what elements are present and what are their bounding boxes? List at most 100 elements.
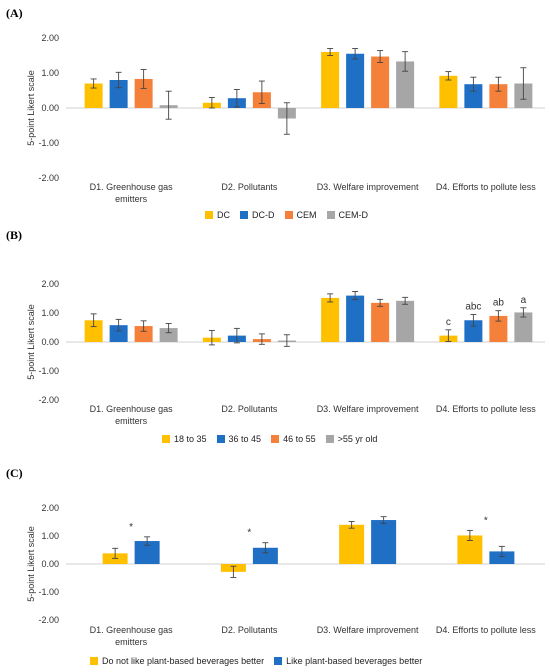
legend-label: 18 to 35 xyxy=(174,434,207,444)
category-label: D4. Efforts to pollute less xyxy=(436,182,536,192)
y-axis-title: 5-point Likert scale xyxy=(26,304,36,380)
legend-label: 46 to 55 xyxy=(283,434,316,444)
significance-label: * xyxy=(484,515,488,526)
legend-item: 18 to 35 xyxy=(162,434,207,444)
significance-label: ab xyxy=(493,298,505,309)
panel-label: (A) xyxy=(6,6,23,20)
y-tick-label: -1.00 xyxy=(38,587,59,597)
panel-label: (B) xyxy=(6,228,22,242)
category-label: D3. Welfare improvement xyxy=(317,625,419,635)
category-label: D3. Welfare improvement xyxy=(317,404,419,414)
bar xyxy=(321,297,340,342)
panel-label: (C) xyxy=(6,466,23,480)
significance-label: * xyxy=(129,522,133,533)
significance-label: * xyxy=(247,528,251,539)
category-label: D2. Pollutants xyxy=(221,182,278,192)
bar xyxy=(321,52,340,108)
bar xyxy=(489,315,508,342)
y-axis-title: 5-point Likert scale xyxy=(26,70,36,146)
y-tick-label: -2.00 xyxy=(38,395,59,405)
bar xyxy=(371,302,390,342)
legend-swatch xyxy=(162,435,170,443)
legend-swatch xyxy=(216,435,225,443)
bar xyxy=(84,320,103,342)
legend-b: 18 to 35 36 to 45 46 to 55 >55 yr old xyxy=(162,434,377,444)
legend-swatch xyxy=(271,435,280,443)
category-label: emitters xyxy=(115,416,148,426)
category-label: D3. Welfare improvement xyxy=(317,182,419,192)
bar xyxy=(159,328,178,342)
legend-item: 36 to 45 xyxy=(216,434,262,444)
legend-label: >55 yr old xyxy=(337,434,378,444)
legend-item: >55 yr old xyxy=(325,434,378,444)
category-label: emitters xyxy=(115,637,148,647)
y-tick-label: -2.00 xyxy=(38,173,59,183)
legend-item: Like plant-based beverages better xyxy=(274,656,422,666)
bar xyxy=(489,84,508,108)
bar xyxy=(464,320,483,342)
panel-a: (A) 5-point Likert scale 2.00 1.00 0.00 -1.0… xyxy=(0,0,550,224)
legend-item: 46 to 55 xyxy=(271,434,316,444)
y-tick-label: -2.00 xyxy=(38,615,59,625)
legend-a: DC DC-D CEM CEM-D xyxy=(205,210,368,220)
chart-c: 5-point Likert scale 2.00 1.00 0.00 -1.00 -2.… xyxy=(26,503,545,647)
bar xyxy=(489,551,515,564)
panel-b: (B) 5-point Likert scale 2.00 1.00 0.00 -1.0… xyxy=(0,224,550,448)
legend-label: DC xyxy=(217,210,230,220)
significance-label: a xyxy=(521,295,527,306)
y-tick-label: 1.00 xyxy=(41,308,59,318)
category-label: emitters xyxy=(115,194,148,204)
bar xyxy=(252,547,278,564)
category-label: D2. Pollutants xyxy=(221,404,278,414)
significance-label: c xyxy=(446,317,451,328)
legend-swatch xyxy=(90,657,98,665)
panel-c: (C) 5-point Likert scale 2.00 1.00 0.00 -1.0… xyxy=(0,448,550,672)
y-tick-label: 0.00 xyxy=(41,103,59,113)
bar xyxy=(514,312,533,342)
bar xyxy=(134,541,160,564)
category-label: D4. Efforts to pollute less xyxy=(436,625,536,635)
y-axis-title: 5-point Likert scale xyxy=(26,526,36,602)
legend-label: Like plant-based beverages better xyxy=(286,656,423,666)
bar xyxy=(134,326,153,342)
legend-item: Do not like plant-based beverages better xyxy=(90,656,264,666)
y-tick-label: 0.00 xyxy=(41,337,59,347)
y-tick-label: -1.00 xyxy=(38,366,59,376)
y-tick-label: 2.00 xyxy=(41,279,59,289)
bar xyxy=(84,83,103,108)
bar xyxy=(346,295,365,342)
legend-label: 36 to 45 xyxy=(228,434,262,444)
significance-label: abc xyxy=(465,301,481,312)
bar xyxy=(439,75,458,108)
bar xyxy=(371,520,397,564)
legend-label: CEM xyxy=(296,210,317,220)
y-tick-label: 0.00 xyxy=(41,559,59,569)
legend-item: DC xyxy=(205,210,230,220)
chart-b: 5-point Likert scale 2.00 1.00 0.00 -1.00 -2.… xyxy=(26,279,545,426)
category-label: D1. Greenhouse gas xyxy=(90,625,174,635)
legend-swatch xyxy=(284,211,293,219)
bar xyxy=(109,80,128,108)
y-tick-label: 1.00 xyxy=(41,531,59,541)
legend-swatch xyxy=(274,657,283,665)
legend-item: CEM xyxy=(284,210,317,220)
legend-item: CEM-D xyxy=(326,210,368,220)
y-tick-label: 2.00 xyxy=(41,33,59,43)
legend-label: DC-D xyxy=(252,210,275,220)
bar xyxy=(134,78,153,108)
bar xyxy=(371,56,390,108)
chart-a: 5-point Likert scale 2.00 1.00 0.00 -1.00 -2.… xyxy=(26,33,545,204)
bar xyxy=(396,300,415,342)
legend-swatch xyxy=(205,211,213,219)
y-tick-label: 2.00 xyxy=(41,503,59,513)
bar xyxy=(396,61,415,108)
legend-item: DC-D xyxy=(240,210,275,220)
bar xyxy=(109,325,128,342)
category-label: D2. Pollutants xyxy=(221,625,278,635)
category-label: D4. Efforts to pollute less xyxy=(436,404,536,414)
category-label: D1. Greenhouse gas xyxy=(90,182,174,192)
legend-swatch xyxy=(326,211,335,219)
category-label: D1. Greenhouse gas xyxy=(90,404,174,414)
bar xyxy=(346,53,365,108)
y-tick-label: 1.00 xyxy=(41,68,59,78)
